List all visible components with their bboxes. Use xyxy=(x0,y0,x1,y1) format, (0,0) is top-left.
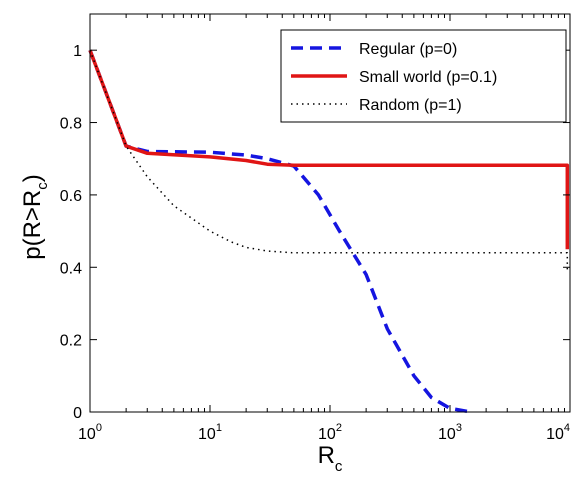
y-tick-label-4: 0.8 xyxy=(60,116,82,133)
x-tick-base-1: 10 xyxy=(198,426,216,443)
x-tick-base-3: 10 xyxy=(438,426,456,443)
x-tick-exp-2: 2 xyxy=(336,422,342,434)
y-tick-label-1: 0.2 xyxy=(60,333,82,350)
x-tick-exp-1: 1 xyxy=(216,422,222,434)
x-tick-exp-4: 4 xyxy=(564,422,570,434)
x-axis-title-base: R xyxy=(318,442,335,469)
legend-label-2: Small world (p=0.1) xyxy=(359,69,497,86)
x-tick-base-2: 10 xyxy=(318,426,336,443)
legend-label-1: Regular (p=0) xyxy=(359,41,457,58)
x-tick-base-0: 10 xyxy=(78,426,96,443)
y-axis-title-prefix: p(R>R xyxy=(19,190,46,260)
x-tick-exp-3: 3 xyxy=(456,422,462,434)
y-tick-label-5: 1 xyxy=(73,43,82,60)
x-tick-exp-0: 0 xyxy=(96,422,102,434)
y-tick-label-3: 0.6 xyxy=(60,188,82,205)
x-tick-base-4: 10 xyxy=(546,426,564,443)
y-axis-title-suffix: ) xyxy=(19,174,46,182)
x-axis-title-sub: c xyxy=(335,458,343,475)
legend-label-3: Random (p=1) xyxy=(359,97,462,114)
y-tick-label-2: 0.4 xyxy=(60,260,82,277)
legend: Regular (p=0) Small world (p=0.1) Random (… xyxy=(281,30,566,122)
y-tick-label-0: 0 xyxy=(73,405,82,422)
